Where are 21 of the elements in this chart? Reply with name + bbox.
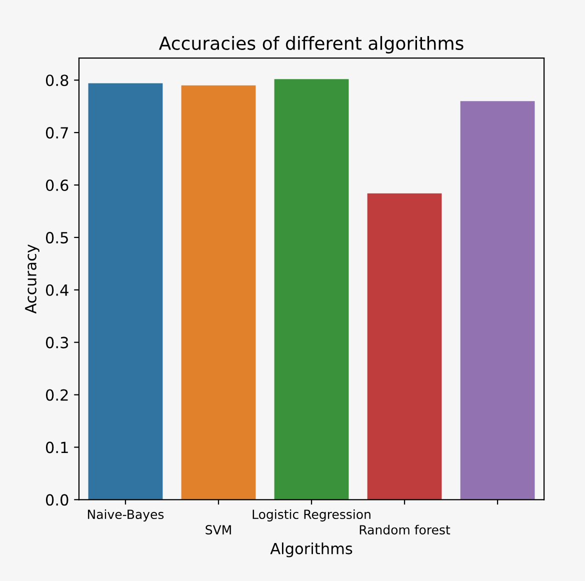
bar — [460, 101, 535, 500]
bar — [367, 193, 442, 500]
y-tick-label: 0.2 — [46, 389, 68, 401]
x-tick-label: Naive-Bayes — [88, 509, 164, 522]
y-tick-label: 0.8 — [46, 74, 68, 86]
x-tick-label: SVM — [206, 525, 231, 535]
x-tick-label: Random forest — [360, 524, 450, 535]
y-tick-label: 0.5 — [46, 232, 68, 244]
y-tick-label: 0.6 — [46, 179, 68, 192]
x-axis-title: Algorithms — [270, 542, 352, 558]
x-tick-label: Logistic Regression — [252, 509, 370, 522]
bar — [181, 85, 256, 500]
y-tick-label: 0.3 — [46, 336, 68, 348]
bar — [274, 79, 349, 500]
y-tick-label: 0.1 — [46, 442, 68, 454]
bar — [88, 83, 163, 500]
chart-title: Accuracies of different algorithms — [158, 36, 464, 54]
y-tick-label: 0.0 — [46, 494, 68, 506]
y-tick-label: 0.7 — [46, 127, 68, 139]
y-tick-label: 0.4 — [46, 284, 68, 296]
y-axis-title: Accuracy — [25, 244, 40, 314]
